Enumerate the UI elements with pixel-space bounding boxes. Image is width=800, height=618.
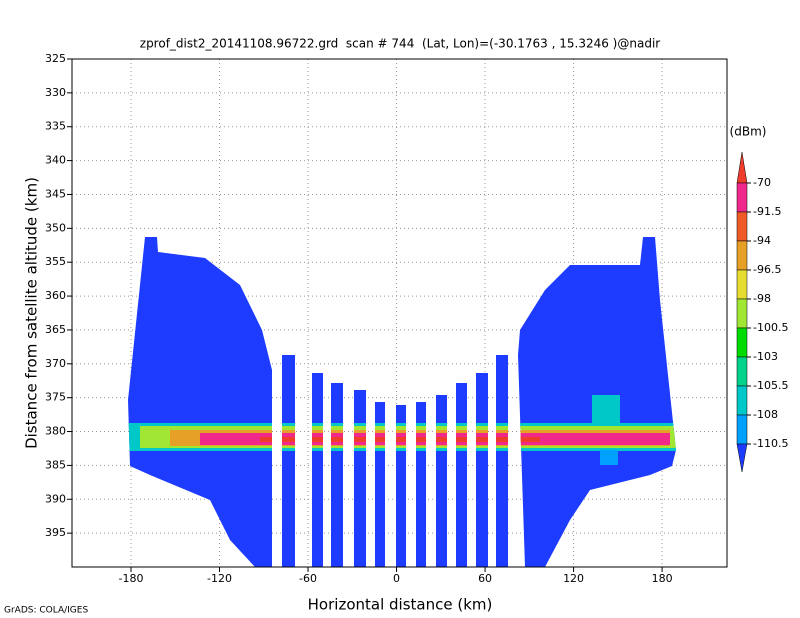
x-tick-label: 120 <box>563 572 584 585</box>
y-tick-label: 325 <box>45 52 66 65</box>
colorbar-label: -96.5 <box>753 263 781 276</box>
y-tick-label: 350 <box>45 221 66 234</box>
y-axis-label: Distance from satellite altitude (km) <box>23 177 41 449</box>
colorbar-label: -110.5 <box>753 437 788 450</box>
y-tick-label: 340 <box>45 154 66 167</box>
colorbar-label: -70 <box>753 176 771 189</box>
footer: GrADS: COLA/IGES <box>4 606 88 616</box>
colorbar-swatch <box>736 269 748 300</box>
colorbar-swatch <box>736 414 748 445</box>
colorbar-label: -105.5 <box>753 379 788 392</box>
colorbar-label: -98 <box>753 292 771 305</box>
colorbar-swatch <box>736 385 748 416</box>
colorbar-unit: (dBm) <box>730 125 767 139</box>
colorbar-label: -100.5 <box>753 321 788 334</box>
colorbar-label: -91.5 <box>753 205 781 218</box>
chart-title: zprof_dist2_20141108.96722.grd scan # 74… <box>140 37 661 51</box>
x-axis-label: Horizontal distance (km) <box>308 596 493 614</box>
colorbar-swatch <box>736 443 748 473</box>
y-tick-label: 390 <box>45 492 66 505</box>
x-tick-label: 180 <box>652 572 673 585</box>
plot-frame <box>71 58 728 568</box>
grid <box>72 58 727 567</box>
y-tick-label: 360 <box>45 289 66 302</box>
colorbar-swatch <box>736 356 748 387</box>
y-tick-label: 345 <box>45 187 66 200</box>
x-tick-label: -180 <box>119 572 144 585</box>
x-tick-label: -120 <box>207 572 232 585</box>
colorbar-swatch <box>736 327 748 358</box>
x-tick-label: 0 <box>393 572 400 585</box>
y-tick-label: 375 <box>45 391 66 404</box>
colorbar-label: -103 <box>753 350 778 363</box>
y-tick-label: 330 <box>45 86 66 99</box>
y-tick-label: 395 <box>45 526 66 539</box>
colorbar-swatch <box>736 211 748 242</box>
colorbar-label: -108 <box>753 408 778 421</box>
y-tick-label: 370 <box>45 357 66 370</box>
colorbar-label: -94 <box>753 234 771 247</box>
y-tick-label: 385 <box>45 458 66 471</box>
y-tick-label: 355 <box>45 255 66 268</box>
y-tick-label: 365 <box>45 323 66 336</box>
y-tick-label: 335 <box>45 120 66 133</box>
radar-swath <box>128 237 676 567</box>
colorbar-swatch <box>736 182 748 213</box>
x-tick-label: -60 <box>299 572 317 585</box>
colorbar-swatch <box>736 298 748 329</box>
x-tick-label: 60 <box>478 572 492 585</box>
y-tick-label: 380 <box>45 425 66 438</box>
colorbar-swatch <box>736 151 748 184</box>
colorbar-swatch <box>736 240 748 271</box>
